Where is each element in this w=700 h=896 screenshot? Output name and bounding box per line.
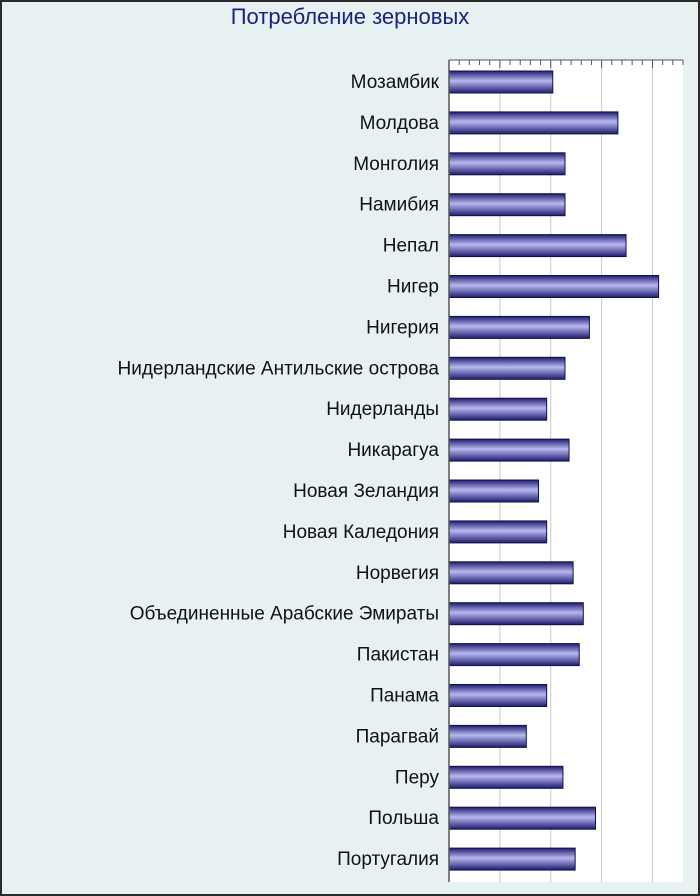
bar bbox=[448, 438, 570, 462]
bar bbox=[448, 315, 590, 339]
category-label: Намибия bbox=[359, 195, 439, 216]
category-label: Молдова bbox=[360, 113, 440, 134]
category-label: Панама bbox=[370, 686, 439, 707]
bar bbox=[448, 684, 548, 707]
bar bbox=[448, 643, 580, 667]
bar bbox=[448, 479, 540, 503]
category-label: Нигерия bbox=[366, 317, 439, 338]
plot-area bbox=[449, 60, 683, 882]
bar bbox=[448, 602, 584, 626]
category-label: Польша bbox=[368, 808, 439, 829]
category-label: Пакистан bbox=[357, 645, 439, 666]
category-label: Парагвай bbox=[356, 726, 439, 747]
category-label: Непал bbox=[383, 236, 439, 257]
bar bbox=[448, 847, 576, 871]
chart-title: Потребление зерновых bbox=[230, 4, 470, 29]
category-label: Никарагуа bbox=[347, 440, 439, 461]
category-label: Норвегия bbox=[356, 563, 439, 584]
bar bbox=[448, 193, 566, 217]
category-label: Нидерланды bbox=[326, 399, 439, 420]
bar bbox=[448, 275, 660, 298]
category-label: Нигер bbox=[387, 277, 439, 298]
category-label: Португалия bbox=[337, 849, 439, 870]
category-label: Монголия bbox=[353, 154, 439, 175]
category-label: Мозамбик bbox=[351, 72, 440, 93]
bar bbox=[448, 397, 548, 421]
category-label: Нидерландские Антильские острова bbox=[118, 358, 440, 379]
category-label: Объединенные Арабские Эмираты bbox=[130, 604, 439, 625]
category-label: Новая Зеландия bbox=[293, 481, 439, 502]
bar bbox=[448, 520, 548, 544]
bar bbox=[448, 765, 564, 789]
bar bbox=[448, 806, 597, 830]
bar bbox=[448, 356, 566, 380]
category-label: Перу bbox=[395, 767, 440, 788]
bar bbox=[448, 234, 627, 258]
bar bbox=[448, 724, 527, 748]
bar bbox=[448, 70, 554, 94]
bar bbox=[448, 561, 574, 585]
bar bbox=[448, 111, 619, 135]
bar bbox=[448, 152, 566, 176]
category-label: Новая Каледония bbox=[283, 522, 439, 543]
